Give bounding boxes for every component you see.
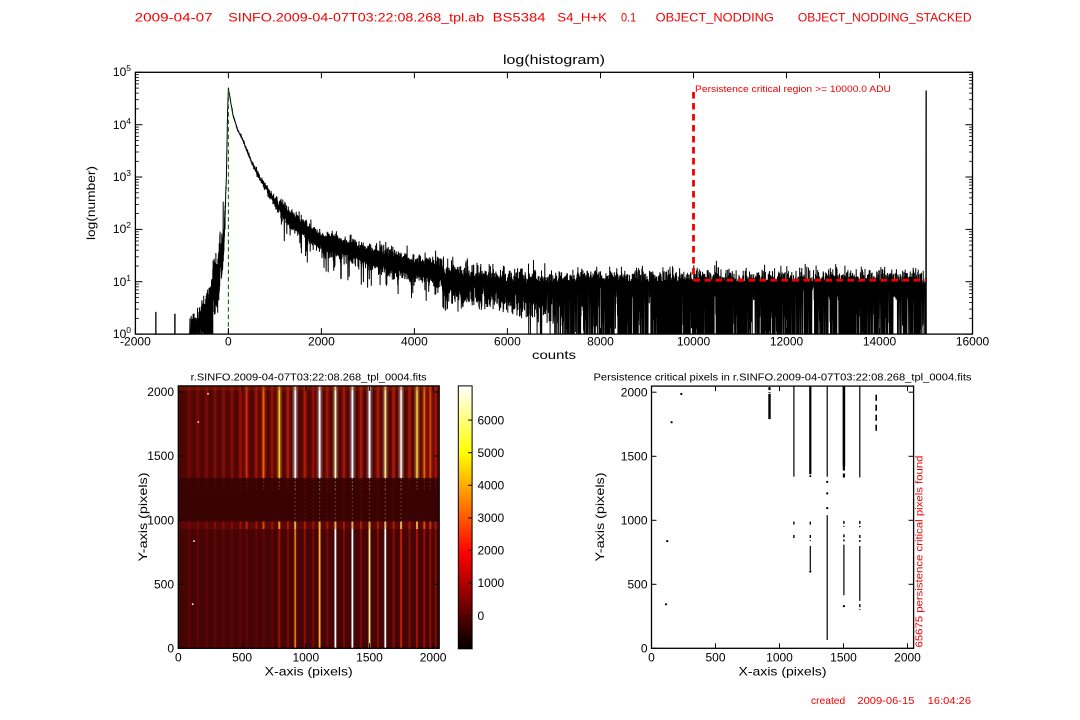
svg-text:OBJECT_NODDING: OBJECT_NODDING — [656, 11, 774, 25]
svg-text:3000: 3000 — [478, 511, 505, 525]
svg-text:1000: 1000 — [292, 651, 319, 665]
svg-text:1000: 1000 — [766, 651, 793, 665]
svg-text:500: 500 — [232, 651, 252, 665]
svg-text:log(number): log(number) — [84, 166, 98, 240]
svg-text:2009-04-07: 2009-04-07 — [135, 11, 213, 25]
svg-text:2000: 2000 — [894, 651, 921, 665]
svg-text:r.SINFO.2009-04-07T03:22:08.26: r.SINFO.2009-04-07T03:22:08.268_tpl_0004… — [191, 372, 427, 384]
svg-text:counts: counts — [532, 348, 576, 362]
svg-text:2000: 2000 — [478, 544, 505, 558]
svg-text:2000: 2000 — [308, 334, 335, 348]
svg-text:500: 500 — [627, 578, 647, 592]
svg-text:Persistence critical pixels in: Persistence critical pixels in r.SINFO.2… — [594, 373, 972, 384]
svg-text:12000: 12000 — [770, 334, 804, 348]
svg-text:2000: 2000 — [621, 385, 648, 399]
svg-text:2009-06-15: 2009-06-15 — [857, 696, 914, 707]
svg-text:0: 0 — [167, 641, 174, 655]
svg-text:Y-axis (pixels): Y-axis (pixels) — [593, 473, 607, 562]
svg-text:OBJECT_NODDING_STACKED: OBJECT_NODDING_STACKED — [798, 11, 972, 25]
svg-text:2000: 2000 — [420, 651, 447, 665]
svg-text:8000: 8000 — [587, 334, 614, 348]
svg-text:X-axis (pixels): X-axis (pixels) — [265, 665, 353, 679]
svg-text:14000: 14000 — [863, 334, 897, 348]
svg-text:16:04:26: 16:04:26 — [928, 696, 972, 707]
svg-text:SINFO.2009-04-07T03:22:08.268_: SINFO.2009-04-07T03:22:08.268_tpl.ab — [228, 11, 484, 25]
svg-text:6000: 6000 — [478, 413, 505, 427]
svg-text:log(histogram): log(histogram) — [503, 53, 605, 67]
svg-text:BS5384: BS5384 — [493, 11, 546, 25]
svg-text:0: 0 — [641, 642, 648, 656]
svg-text:1500: 1500 — [830, 651, 857, 665]
svg-text:1000: 1000 — [147, 513, 174, 527]
svg-text:10000: 10000 — [677, 334, 711, 348]
svg-text:4000: 4000 — [478, 479, 505, 493]
svg-text:4000: 4000 — [401, 334, 428, 348]
svg-text:6000: 6000 — [494, 334, 521, 348]
svg-text:65675 persistence critical pix: 65675 persistence critical pixels found — [915, 456, 926, 648]
svg-text:5000: 5000 — [478, 446, 505, 460]
svg-text:0: 0 — [225, 334, 232, 348]
svg-text:1500: 1500 — [147, 449, 174, 463]
svg-text:0.1: 0.1 — [621, 11, 636, 25]
svg-text:0: 0 — [478, 609, 485, 623]
svg-text:0: 0 — [648, 651, 655, 665]
svg-text:2000: 2000 — [147, 385, 174, 399]
svg-text:1500: 1500 — [356, 651, 383, 665]
svg-text:Y-axis (pixels): Y-axis (pixels) — [136, 473, 150, 562]
svg-text:S4_H+K: S4_H+K — [557, 11, 607, 25]
svg-text:created: created — [811, 696, 845, 707]
svg-text:X-axis (pixels): X-axis (pixels) — [739, 665, 827, 679]
svg-text:1000: 1000 — [478, 576, 505, 590]
svg-text:-2000: -2000 — [120, 334, 151, 348]
svg-text:Persistence critical region >=: Persistence critical region >= 10000.0 A… — [695, 84, 891, 95]
svg-text:16000: 16000 — [956, 334, 990, 348]
svg-text:1500: 1500 — [621, 450, 648, 464]
svg-text:500: 500 — [154, 577, 174, 591]
svg-text:0: 0 — [175, 651, 182, 665]
svg-text:1000: 1000 — [621, 514, 648, 528]
svg-text:500: 500 — [705, 651, 725, 665]
